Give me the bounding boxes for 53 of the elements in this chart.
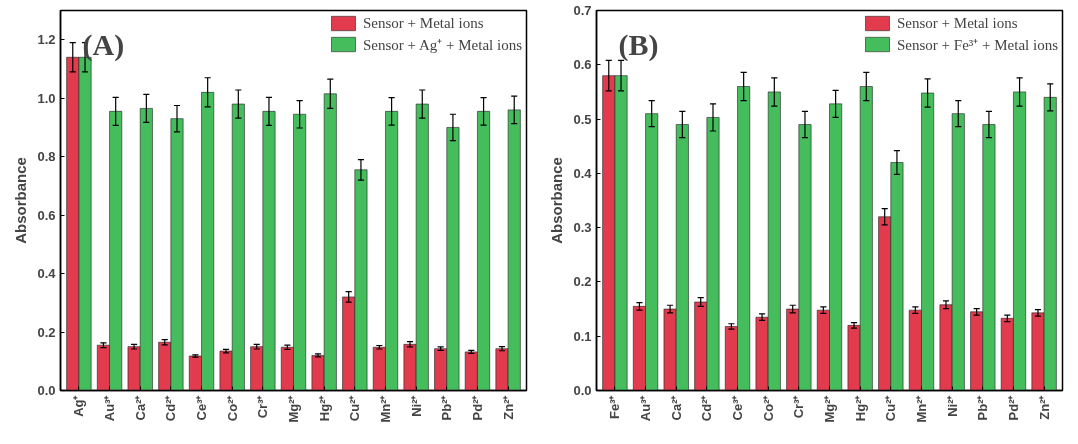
y-tick-label: 0.1 — [573, 328, 592, 344]
x-tick-label: Zn²⁺ — [1036, 394, 1052, 420]
x-tick-label: Pd²⁺ — [469, 394, 485, 421]
y-tick-label: 1.2 — [37, 32, 56, 48]
x-tick-label: Ni²⁺ — [408, 394, 424, 417]
x-tick-label: Co²⁺ — [760, 394, 776, 422]
x-tick-label: Pb²⁺ — [975, 394, 991, 421]
y-tick-label: 0.6 — [573, 57, 592, 73]
y-axis-title: Absorbance — [548, 157, 566, 244]
y-tick-label: 0.2 — [37, 324, 56, 340]
x-tick-label: Au³⁺ — [638, 394, 654, 422]
x-tick-label: Ca²⁺ — [668, 394, 684, 421]
text: 1.0 — [37, 90, 56, 106]
x-tick-label: Hg²⁺ — [852, 394, 868, 422]
x-tick-label: Cu²⁺ — [883, 394, 899, 422]
x-tick-label: Mn²⁺ — [377, 394, 393, 423]
y-tick-label: 0.7 — [573, 3, 592, 18]
x-tick-label: Cu²⁺ — [347, 394, 363, 422]
x-tick-label: Mg²⁺ — [286, 394, 301, 423]
text: 0.0 — [37, 383, 56, 398]
x-tick-label: Co²⁺ — [224, 394, 240, 422]
legend-label: Sensor + Metal ions — [897, 14, 1018, 32]
y-tick-label: 0.8 — [37, 149, 56, 165]
x-tick-label: Fe³⁺ — [607, 394, 623, 419]
x-tick-label: Ag⁺ — [71, 394, 87, 417]
legend-label: Sensor + Metal ions — [363, 14, 484, 32]
legend-label: Sensor + Fe³⁺ + Metal ions — [897, 36, 1058, 54]
x-tick-label: Cr³⁺ — [791, 394, 807, 419]
y-tick-label: 0.3 — [573, 220, 592, 236]
x-tick-label: Au³⁺ — [102, 394, 118, 422]
x-tick-label: Pd²⁺ — [1005, 394, 1021, 421]
x-tick-label: Ca²⁺ — [132, 394, 148, 421]
y-tick-label: 0.5 — [573, 111, 592, 127]
x-tick-label: Cd²⁺ — [699, 394, 715, 422]
x-tick-label: Zn²⁺ — [500, 394, 516, 420]
annotation: (A) — [82, 27, 125, 62]
x-tick-label: Hg²⁺ — [316, 394, 332, 422]
x-tick-label: Cd²⁺ — [163, 394, 179, 422]
x-tick-label: Ce³⁺ — [730, 394, 746, 421]
y-axis-title: Absorbance — [12, 157, 30, 244]
y-tick-label: 0.2 — [573, 274, 592, 290]
annotation: (B) — [618, 27, 659, 62]
y-tick-label: 0.4 — [573, 165, 593, 181]
text: 0.0 — [573, 383, 592, 398]
x-tick-label: Ce³⁺ — [194, 394, 210, 421]
x-tick-label: Ni²⁺ — [944, 394, 960, 417]
x-tick-label: Mn²⁺ — [913, 394, 929, 423]
x-tick-label: Mg²⁺ — [822, 394, 837, 423]
y-tick-label: 0.6 — [37, 207, 56, 223]
y-tick-label: 0.4 — [37, 266, 57, 282]
legend-label: Sensor + Ag⁺ + Metal ions — [363, 36, 522, 54]
x-tick-label: Pb²⁺ — [439, 394, 455, 421]
x-tick-label: Cr³⁺ — [255, 394, 271, 419]
